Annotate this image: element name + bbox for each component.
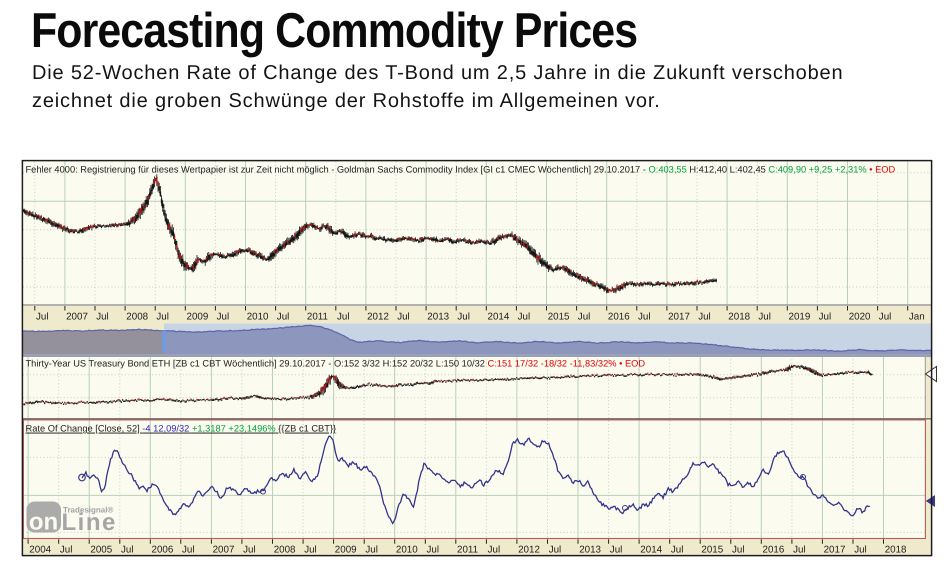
svg-text:Tradesignal®: Tradesignal® [63,506,113,515]
svg-text:Jul: Jul [337,312,350,323]
svg-text:2010: 2010 [247,312,269,323]
svg-text:on: on [29,509,58,536]
svg-text:2008: 2008 [274,544,296,555]
svg-text:2011: 2011 [457,544,478,555]
svg-text:2009: 2009 [335,544,357,555]
svg-text:Jul: Jul [518,312,531,323]
svg-text:2008: 2008 [126,312,148,323]
svg-text:Jul: Jul [60,544,73,555]
svg-text:Jul: Jul [819,312,832,323]
svg-text:Jul: Jul [243,544,256,555]
svg-text:Jan: Jan [909,312,925,323]
svg-text:2011: 2011 [307,312,328,323]
svg-text:Rate Of Change [Close, 52] -4: Rate Of Change [Close, 52] -4 12,09/32 +… [26,424,337,434]
svg-text:Line: Line [62,509,117,536]
svg-text:2004: 2004 [29,544,51,555]
svg-text:2016: 2016 [608,312,630,323]
svg-text:2005: 2005 [90,544,112,555]
svg-text:2014: 2014 [488,312,510,323]
svg-text:2014: 2014 [640,544,662,555]
svg-text:2012: 2012 [518,544,540,555]
svg-text:Jul: Jul [879,312,892,323]
svg-text:Jul: Jul [427,544,440,555]
svg-text:Jul: Jul [793,544,806,555]
svg-text:Jul: Jul [638,312,651,323]
svg-text:Jul: Jul [36,312,49,323]
svg-text:2012: 2012 [367,312,389,323]
svg-text:Jul: Jul [549,544,562,555]
svg-text:Jul: Jul [365,544,378,555]
svg-text:Thirty-Year US Treasury Bond E: Thirty-Year US Treasury Bond ETH [ZB c1 … [26,359,646,369]
svg-text:Jul: Jul [156,312,169,323]
svg-text:2013: 2013 [579,544,601,555]
svg-text:Jul: Jul [277,312,290,323]
svg-text:Jul: Jul [698,312,711,323]
svg-text:2018: 2018 [728,312,750,323]
svg-text:2016: 2016 [763,544,785,555]
svg-text:Jul: Jul [96,312,109,323]
svg-text:2015: 2015 [701,544,723,555]
svg-text:2020: 2020 [849,312,871,323]
svg-text:2018: 2018 [885,544,907,555]
svg-text:2017: 2017 [668,312,690,323]
svg-text:2006: 2006 [152,544,174,555]
svg-text:Jul: Jul [671,544,684,555]
svg-text:Jul: Jul [182,544,195,555]
svg-text:Jul: Jul [578,312,591,323]
svg-text:2017: 2017 [824,544,846,555]
svg-text:2009: 2009 [187,312,209,323]
svg-text:Jul: Jul [457,312,470,323]
svg-text:Jul: Jul [488,544,501,555]
svg-text:Jul: Jul [397,312,410,323]
svg-text:Jul: Jul [758,312,771,323]
svg-text:2007: 2007 [213,544,235,555]
svg-text:2015: 2015 [548,312,570,323]
svg-text:Jul: Jul [854,544,867,555]
svg-text:Jul: Jul [610,544,623,555]
svg-text:2019: 2019 [789,312,811,323]
svg-text:Jul: Jul [121,544,134,555]
svg-text:Fehler 4000: Registrierung für: Fehler 4000: Registrierung für dieses We… [26,165,896,175]
svg-text:Jul: Jul [217,312,230,323]
svg-text:2010: 2010 [396,544,418,555]
svg-text:2007: 2007 [66,312,88,323]
svg-text:Jul: Jul [732,544,745,555]
svg-text:Jul: Jul [304,544,317,555]
svg-text:2013: 2013 [427,312,449,323]
